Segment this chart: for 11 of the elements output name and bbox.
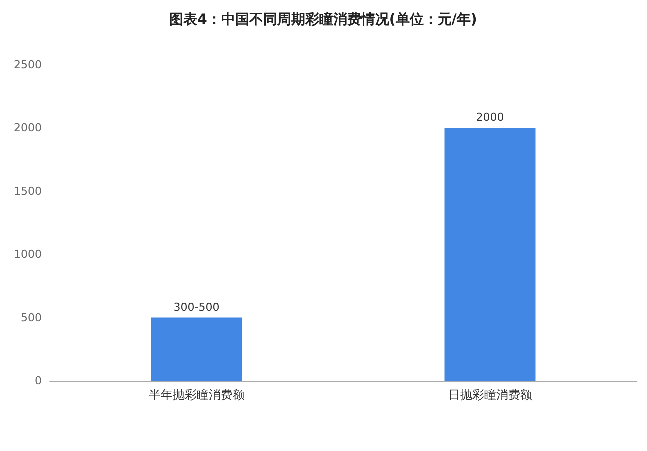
x-tick-label: 日抛彩瞳消费额	[448, 388, 532, 402]
y-tick-label: 0	[35, 374, 42, 388]
chart-title: 图表4：中国不同周期彩瞳消费情况(单位：元/年)	[170, 11, 478, 28]
y-tick-label: 500	[21, 311, 42, 324]
y-tick-label: 1000	[14, 248, 42, 262]
y-tick-label: 2500	[14, 58, 42, 72]
y-tick-label: 2000	[14, 122, 42, 135]
y-tick-label: 1500	[14, 184, 42, 198]
data-label: 300-500	[174, 300, 220, 314]
data-label: 2000	[476, 111, 504, 124]
x-tick-label: 半年抛彩瞳消费额	[148, 388, 245, 402]
